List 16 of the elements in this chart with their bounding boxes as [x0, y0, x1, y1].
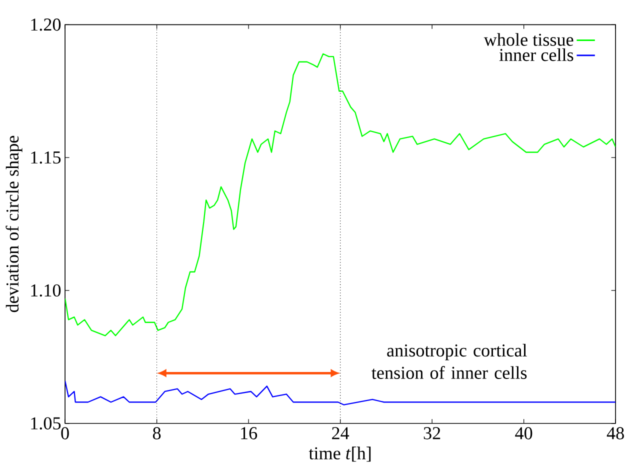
x-tick-label: 32 [424, 426, 440, 440]
x-tick-label: 0 [61, 426, 69, 440]
y-tick-label: 1.15 [31, 151, 61, 164]
x-tick-label: 16 [241, 426, 258, 440]
x-axis-title: time t[h] [308, 446, 371, 462]
x-tick-label: 40 [515, 426, 532, 440]
annotation: anisotropic cortical tension of inner cells [372, 344, 527, 379]
y-axis-title: deviation of circle shape [6, 136, 22, 312]
legend-label: whole tissue [484, 32, 574, 46]
y-tick-label: 1.05 [31, 417, 61, 430]
y-tick-label: 1.10 [31, 284, 61, 296]
x-tick-label: 24 [332, 426, 350, 439]
y-tick-label: 1.20 [31, 18, 61, 31]
x-tick-label: 8 [152, 426, 161, 440]
x-tick-label: 48 [606, 426, 624, 440]
legend-label: inner cells [499, 48, 574, 61]
